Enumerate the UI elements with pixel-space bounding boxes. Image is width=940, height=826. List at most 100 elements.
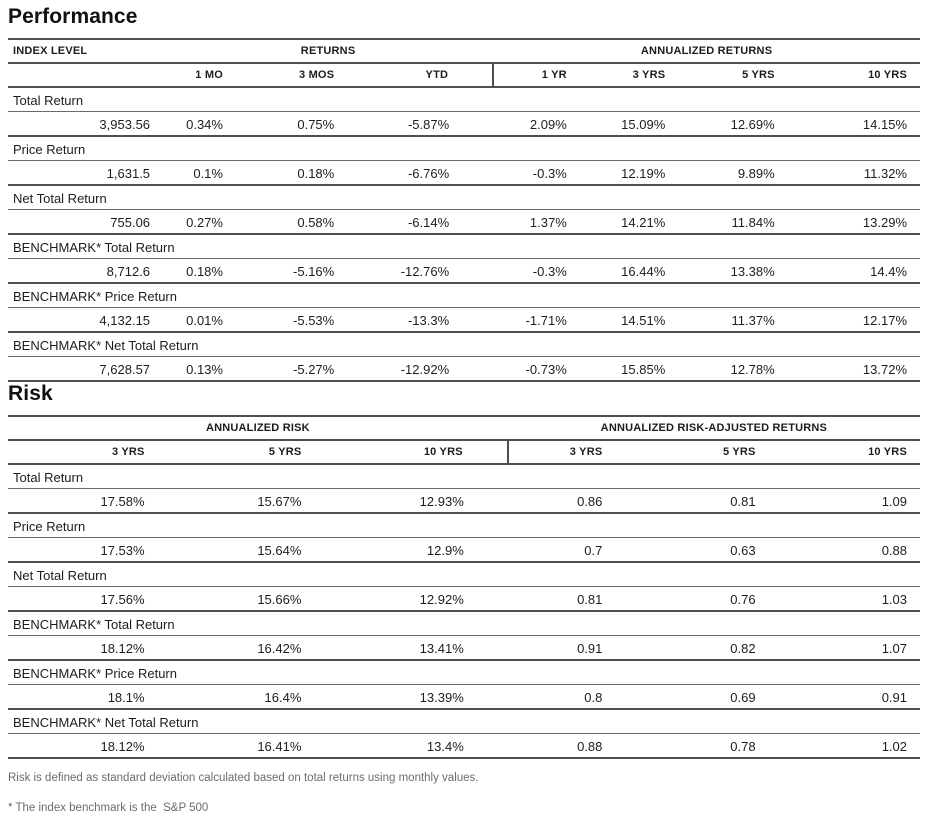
cell-adj-5yrs: 0.82 <box>615 635 769 661</box>
column-header-risk-10yrs: 10 YRS <box>314 440 508 465</box>
cell-3mos: -5.27% <box>235 356 348 382</box>
cell-risk-5yrs: 16.42% <box>157 635 315 661</box>
performance-group-header-row: INDEX LEVEL RETURNS ANNUALIZED RETURNS <box>8 39 920 64</box>
table-row: 18.12% 16.41% 13.4% 0.88 0.78 1.02 <box>8 733 920 759</box>
table-row: BENCHMARK* Total Return <box>8 234 920 259</box>
cell-risk-10yrs: 12.93% <box>314 488 508 514</box>
cell-3yrs: 14.51% <box>579 307 679 333</box>
row-label: BENCHMARK* Price Return <box>8 283 920 308</box>
row-label: Total Return <box>8 464 920 489</box>
table-row: 8,712.6 0.18% -5.16% -12.76% -0.3% 16.44… <box>8 258 920 284</box>
cell-3mos: -5.16% <box>235 258 348 284</box>
cell-index-level: 755.06 <box>8 209 164 235</box>
column-header-adj-3yrs: 3 YRS <box>506 440 616 465</box>
cell-3yrs: 15.09% <box>579 111 679 137</box>
cell-1mo: 0.34% <box>163 111 236 137</box>
row-label: Net Total Return <box>8 185 920 210</box>
table-row: 18.12% 16.42% 13.41% 0.91 0.82 1.07 <box>8 635 920 661</box>
cell-10yrs: 12.17% <box>787 307 920 333</box>
cell-adj-3yrs: 0.81 <box>507 586 616 612</box>
cell-risk-10yrs: 13.4% <box>314 733 508 759</box>
row-label: Total Return <box>8 87 920 112</box>
cell-adj-5yrs: 0.81 <box>615 488 769 514</box>
risk-section-title: Risk <box>8 382 53 405</box>
cell-1mo: 0.13% <box>163 356 236 382</box>
risk-group-header-row: ANNUALIZED RISK ANNUALIZED RISK-ADJUSTED… <box>8 416 920 441</box>
cell-risk-3yrs: 17.53% <box>8 537 158 563</box>
table-row: BENCHMARK* Net Total Return <box>8 709 920 734</box>
cell-adj-10yrs: 1.09 <box>768 488 920 514</box>
cell-index-level: 4,132.15 <box>8 307 164 333</box>
cell-risk-5yrs: 15.66% <box>157 586 315 612</box>
row-label: Net Total Return <box>8 562 920 587</box>
cell-adj-5yrs: 0.69 <box>615 684 769 710</box>
cell-index-level: 7,628.57 <box>8 356 164 382</box>
cell-adj-3yrs: 0.88 <box>507 733 616 759</box>
cell-risk-5yrs: 15.67% <box>157 488 315 514</box>
cell-3mos: 0.58% <box>235 209 348 235</box>
column-header-3yrs: 3 YRS <box>579 63 679 88</box>
performance-column-header-row: 1 MO 3 MOS YTD 1 YR 3 YRS 5 YRS 10 YRS <box>8 63 920 88</box>
cell-1yr: -0.73% <box>493 356 580 382</box>
cell-risk-3yrs: 18.1% <box>8 684 158 710</box>
row-label: Price Return <box>8 513 920 538</box>
index-level-group-header: INDEX LEVEL <box>8 39 164 64</box>
column-header-adj-5yrs: 5 YRS <box>615 440 769 465</box>
table-row: Price Return <box>8 513 920 538</box>
table-row: Price Return <box>8 136 920 161</box>
cell-adj-5yrs: 0.76 <box>615 586 769 612</box>
cell-10yrs: 13.29% <box>787 209 920 235</box>
table-row: BENCHMARK* Price Return <box>8 283 920 308</box>
table-row: BENCHMARK* Net Total Return <box>8 332 920 357</box>
table-row: 17.56% 15.66% 12.92% 0.81 0.76 1.03 <box>8 586 920 612</box>
cell-5yrs: 11.37% <box>678 307 788 333</box>
cell-risk-5yrs: 16.4% <box>157 684 315 710</box>
cell-5yrs: 9.89% <box>678 160 788 186</box>
row-label: BENCHMARK* Total Return <box>8 234 920 259</box>
cell-1yr: 2.09% <box>493 111 580 137</box>
benchmark-footnote: * The index benchmark is the S&P 500 <box>8 802 209 814</box>
performance-table: INDEX LEVEL RETURNS ANNUALIZED RETURNS 1… <box>8 38 920 382</box>
performance-section-title: Performance <box>8 5 138 28</box>
row-label: BENCHMARK* Total Return <box>8 611 920 636</box>
risk-table: ANNUALIZED RISK ANNUALIZED RISK-ADJUSTED… <box>8 415 920 759</box>
cell-3yrs: 16.44% <box>579 258 679 284</box>
cell-ytd: -12.76% <box>347 258 494 284</box>
row-label: BENCHMARK* Price Return <box>8 660 920 685</box>
cell-risk-10yrs: 12.9% <box>314 537 508 563</box>
table-row: 18.1% 16.4% 13.39% 0.8 0.69 0.91 <box>8 684 920 710</box>
cell-risk-10yrs: 13.41% <box>314 635 508 661</box>
cell-index-level: 1,631.5 <box>8 160 164 186</box>
column-header-risk-3yrs: 3 YRS <box>8 440 158 465</box>
cell-ytd: -6.76% <box>347 160 494 186</box>
cell-adj-10yrs: 0.88 <box>768 537 920 563</box>
row-label: Price Return <box>8 136 920 161</box>
cell-risk-3yrs: 17.56% <box>8 586 158 612</box>
cell-adj-10yrs: 1.03 <box>768 586 920 612</box>
cell-ytd: -6.14% <box>347 209 494 235</box>
table-row: Total Return <box>8 464 920 489</box>
risk-column-header-row: 3 YRS 5 YRS 10 YRS 3 YRS 5 YRS 10 YRS <box>8 440 920 465</box>
cell-ytd: -12.92% <box>347 356 494 382</box>
cell-1mo: 0.18% <box>163 258 236 284</box>
cell-1yr: -0.3% <box>493 160 580 186</box>
table-row: Net Total Return <box>8 185 920 210</box>
cell-adj-10yrs: 0.91 <box>768 684 920 710</box>
cell-adj-3yrs: 0.91 <box>507 635 616 661</box>
table-row: 17.58% 15.67% 12.93% 0.86 0.81 1.09 <box>8 488 920 514</box>
cell-3yrs: 12.19% <box>579 160 679 186</box>
cell-adj-3yrs: 0.7 <box>507 537 616 563</box>
cell-adj-5yrs: 0.78 <box>615 733 769 759</box>
column-header-ytd: YTD <box>347 63 494 88</box>
cell-5yrs: 11.84% <box>678 209 788 235</box>
table-row: Total Return <box>8 87 920 112</box>
empty-header-cell <box>8 63 164 88</box>
cell-risk-5yrs: 15.64% <box>157 537 315 563</box>
cell-10yrs: 14.15% <box>787 111 920 137</box>
cell-5yrs: 12.69% <box>678 111 788 137</box>
cell-risk-10yrs: 12.92% <box>314 586 508 612</box>
cell-adj-10yrs: 1.07 <box>768 635 920 661</box>
annualized-risk-group-header: ANNUALIZED RISK <box>8 416 508 441</box>
cell-1mo: 0.1% <box>163 160 236 186</box>
cell-1yr: 1.37% <box>493 209 580 235</box>
